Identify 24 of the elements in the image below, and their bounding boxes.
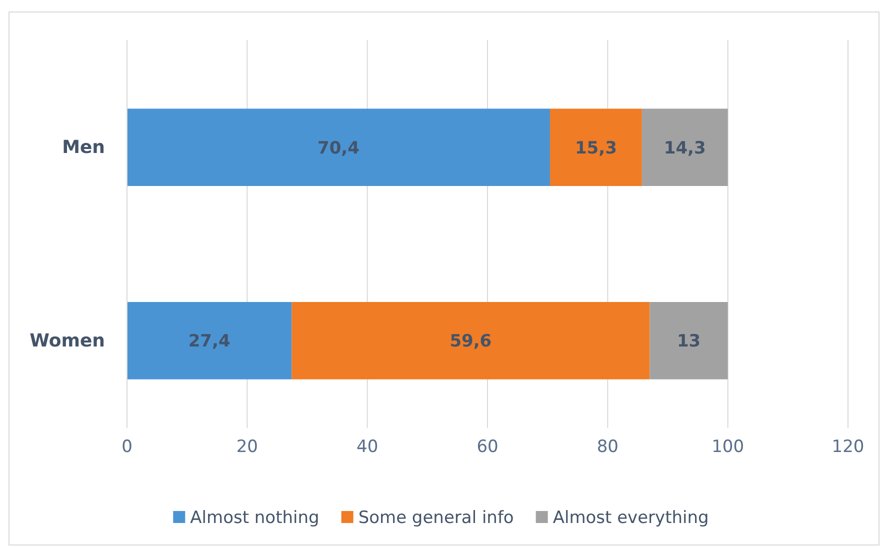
x-tick-label: 100 bbox=[712, 437, 744, 458]
x-tick-label: 120 bbox=[832, 437, 864, 458]
x-tick-label: 0 bbox=[122, 437, 132, 458]
legend-label: Almost nothing bbox=[190, 508, 320, 528]
x-tick-label: 40 bbox=[356, 437, 378, 458]
x-tick-label: 60 bbox=[476, 437, 498, 458]
data-label: 70,4 bbox=[318, 138, 360, 158]
x-tick-label: 80 bbox=[596, 437, 618, 458]
bar bbox=[127, 108, 550, 186]
bar bbox=[127, 302, 292, 380]
y-tick-label: Women bbox=[30, 330, 105, 352]
legend-label: Some general info bbox=[358, 508, 514, 528]
data-label: 27,4 bbox=[188, 332, 230, 352]
bar bbox=[550, 108, 642, 186]
data-label: 13 bbox=[676, 332, 701, 352]
bar bbox=[292, 302, 650, 380]
bar bbox=[642, 108, 728, 186]
x-tick-label: 20 bbox=[236, 437, 258, 458]
y-tick-label: Men bbox=[62, 137, 105, 158]
data-label: 59,6 bbox=[450, 332, 492, 352]
legend-label: Almost everything bbox=[552, 508, 709, 528]
bar bbox=[650, 302, 728, 380]
data-label: 15,3 bbox=[574, 138, 617, 158]
data-label: 14,3 bbox=[664, 138, 706, 158]
